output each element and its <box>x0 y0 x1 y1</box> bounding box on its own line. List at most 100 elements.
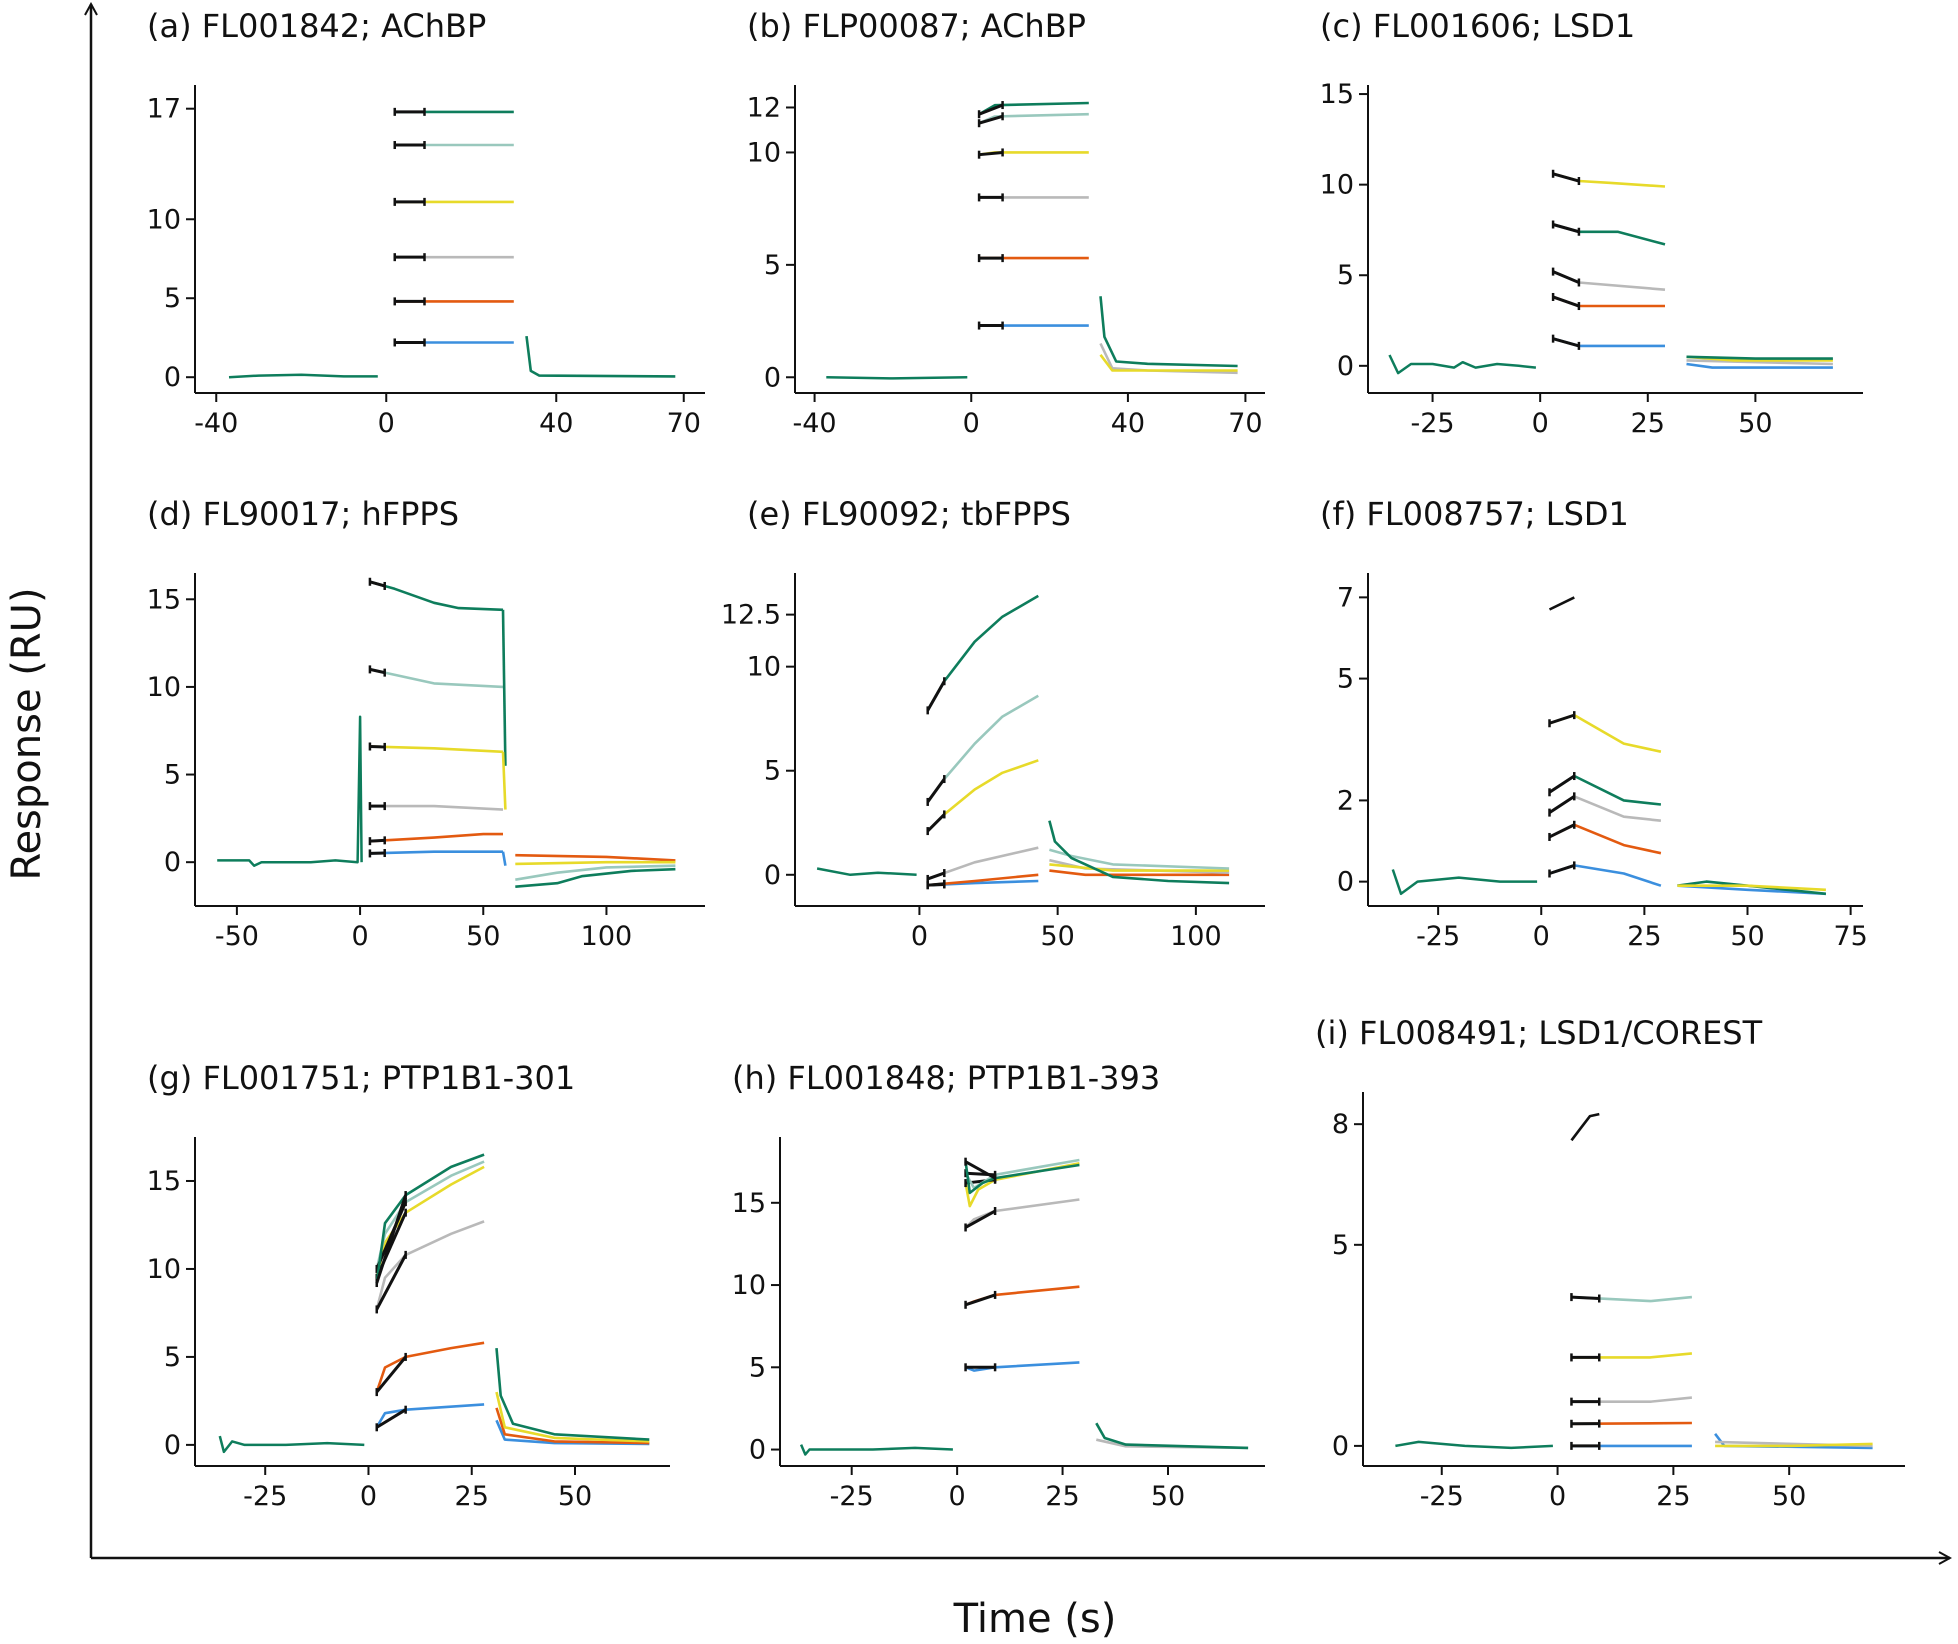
fit-segment <box>926 813 946 833</box>
association-trace-green <box>375 1153 485 1284</box>
fit-segment <box>978 114 1004 125</box>
baseline-trace <box>1391 869 1538 896</box>
dissociation-trace-yellow <box>1715 1442 1873 1448</box>
x-tick-label: 25 <box>455 1481 489 1512</box>
fit-segment <box>927 882 945 887</box>
dissociation-trace-lightteal <box>1049 848 1230 870</box>
y-tick-label: 0 <box>1337 867 1354 898</box>
fit-segment <box>375 1355 407 1394</box>
fit-segment <box>1552 223 1580 234</box>
fit-segment <box>1552 270 1580 284</box>
panel-title: (f) FL008757; LSD1 <box>1320 495 1629 533</box>
fit-segment <box>1552 295 1580 308</box>
y-tick-label: 8 <box>1332 1109 1349 1140</box>
fit-segment <box>369 838 385 843</box>
panel-title: (c) FL001606; LSD1 <box>1320 7 1635 45</box>
global-x-label: Time (s) <box>953 1596 1117 1642</box>
panel-title: (h) FL001848; PTP1B1-393 <box>732 1059 1160 1097</box>
x-tick-label: 75 <box>1833 921 1867 952</box>
fit-segment <box>964 1160 996 1180</box>
dissociation-trace-green <box>525 335 676 378</box>
fit-segment <box>1548 823 1575 839</box>
dissociation-trace-blue <box>1686 362 1833 369</box>
y-tick-label: 10 <box>147 204 181 235</box>
x-tick-label: 0 <box>360 1481 377 1512</box>
panel-title: (b) FLP00087; AChBP <box>747 7 1086 45</box>
fit-segment <box>1552 172 1580 183</box>
x-tick-label: 0 <box>949 1481 966 1512</box>
panel-title: (i) FL008491; LSD1/COREST <box>1315 1014 1763 1052</box>
y-tick-label: 0 <box>1337 351 1354 382</box>
dissociation-trace-green <box>1686 355 1833 360</box>
y-tick-label: 17 <box>147 94 181 125</box>
y-tick-label: 5 <box>749 1352 766 1383</box>
fit-segment <box>369 580 386 588</box>
y-tick-label: 15 <box>1320 79 1354 110</box>
y-tick-label: 5 <box>164 283 181 314</box>
fit-segment <box>964 1209 996 1229</box>
panel-d: (d) FL90017; hFPPS 0 5 10 15 -50 0 50 100 <box>147 495 705 952</box>
dissociation-trace-green <box>1677 880 1827 896</box>
fit-segment <box>926 680 946 712</box>
baseline-trace <box>816 867 917 877</box>
x-tick-label: -40 <box>194 408 238 439</box>
x-tick-label: 70 <box>1228 408 1262 439</box>
dissociation-trace-yellow <box>501 751 507 810</box>
baseline-trace <box>1388 354 1537 375</box>
dissociation-trace-lightteal <box>515 864 676 881</box>
y-tick-label: 5 <box>1337 664 1354 695</box>
y-tick-label: 2 <box>1337 785 1354 816</box>
x-tick-label: 50 <box>466 921 500 952</box>
dissociation-trace-yellow <box>515 860 676 866</box>
association-trace-orange <box>965 1285 1080 1307</box>
y-tick-label: 10 <box>1320 170 1354 201</box>
x-tick-label: -40 <box>793 408 837 439</box>
fit-segment <box>978 103 1004 116</box>
dissociation-trace-blue <box>1677 884 1826 896</box>
x-tick-label: 0 <box>1549 1481 1566 1512</box>
association-trace-yellow <box>1549 713 1662 753</box>
x-tick-label: 25 <box>1656 1481 1690 1512</box>
association-trace-green <box>926 594 1039 712</box>
fit-segment <box>1549 863 1575 875</box>
panel-title: (d) FL90017; hFPPS <box>147 495 459 533</box>
dissociation-trace-orange <box>1049 869 1230 877</box>
y-tick-label: 5 <box>764 756 781 787</box>
association-trace-lightteal <box>375 1160 485 1270</box>
x-tick-label: 0 <box>378 408 395 439</box>
baseline-trace <box>218 1435 365 1454</box>
panel-g: (g) FL001751; PTP1B1-301 0 5 10 15 -25 0 25 50 <box>147 1059 670 1512</box>
x-tick-label: 25 <box>1631 408 1665 439</box>
y-tick-label: 10 <box>732 1270 766 1301</box>
y-tick-label: 10 <box>147 672 181 703</box>
fit-segment <box>369 667 386 675</box>
dissociation-trace-blue <box>501 851 507 866</box>
association-trace-yellow <box>1552 172 1666 188</box>
x-tick-label: 0 <box>1533 921 1550 952</box>
fit-segment <box>1548 774 1576 794</box>
fit-segment <box>375 1254 407 1311</box>
association-trace-blue <box>375 1403 485 1428</box>
y-tick-label: 7 <box>1337 582 1354 613</box>
dissociation-trace-yellow <box>1099 354 1238 372</box>
association-trace-fit <box>1548 596 1575 611</box>
association-trace-fit <box>1570 1112 1600 1142</box>
dissociation-trace-orange <box>495 1407 650 1445</box>
x-tick-label: 100 <box>581 921 633 952</box>
association-trace-blue <box>965 1361 1080 1372</box>
baseline-trace <box>826 376 968 380</box>
dissociation-trace-green <box>515 867 676 888</box>
y-tick-label: 0 <box>164 847 181 878</box>
x-tick-label: 0 <box>963 408 980 439</box>
y-tick-label: 15 <box>147 1166 181 1197</box>
association-trace-orange <box>375 1341 485 1393</box>
y-tick-label: 0 <box>164 1430 181 1461</box>
y-tick-label: 0 <box>764 362 781 393</box>
panel-i: (i) FL008491; LSD1/COREST 0 5 8 -25 0 25 50 <box>1315 1014 1905 1512</box>
x-tick-label: 50 <box>1040 921 1074 952</box>
y-tick-label: 5 <box>1337 260 1354 291</box>
dissociation-trace-green <box>1095 1422 1249 1450</box>
dissociation-trace-yellow <box>1049 863 1230 872</box>
panel-c: (c) FL001606; LSD1 0 5 10 15 -25 0 25 50 <box>1320 7 1863 439</box>
